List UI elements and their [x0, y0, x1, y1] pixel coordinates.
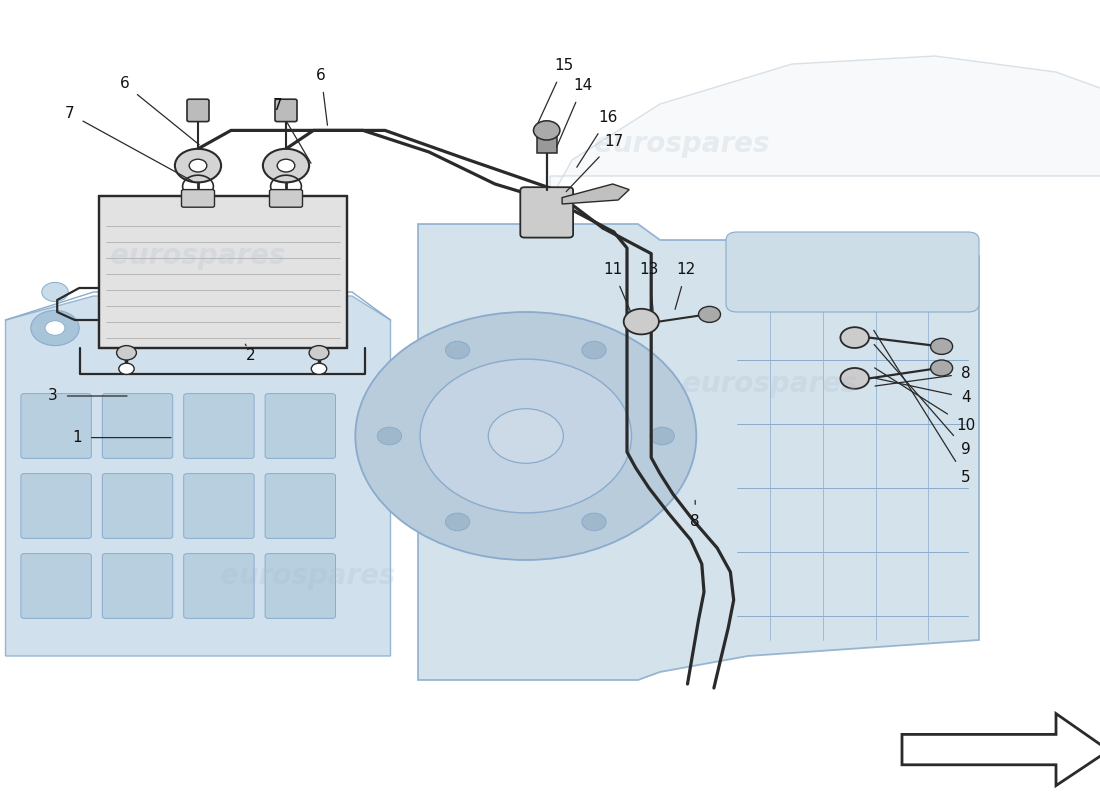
Circle shape	[311, 363, 327, 374]
Circle shape	[42, 282, 68, 302]
Circle shape	[488, 409, 563, 463]
FancyBboxPatch shape	[21, 474, 91, 538]
Polygon shape	[902, 714, 1100, 786]
FancyBboxPatch shape	[184, 554, 254, 618]
Circle shape	[355, 312, 696, 560]
Circle shape	[840, 368, 869, 389]
FancyBboxPatch shape	[187, 99, 209, 122]
Circle shape	[189, 310, 238, 346]
Circle shape	[420, 359, 631, 513]
FancyBboxPatch shape	[265, 474, 336, 538]
Circle shape	[377, 427, 402, 445]
FancyBboxPatch shape	[726, 232, 979, 312]
Text: 10: 10	[874, 368, 976, 433]
Circle shape	[263, 149, 309, 182]
Circle shape	[45, 321, 65, 335]
Circle shape	[446, 342, 470, 359]
Circle shape	[534, 121, 560, 140]
Polygon shape	[418, 224, 979, 680]
Text: 7: 7	[65, 106, 192, 181]
Text: 12: 12	[675, 262, 696, 310]
Polygon shape	[550, 56, 1100, 200]
Text: 8: 8	[691, 500, 700, 529]
Circle shape	[110, 310, 158, 346]
Text: 6: 6	[120, 77, 199, 145]
Text: 2: 2	[245, 344, 255, 363]
Circle shape	[283, 321, 302, 335]
Circle shape	[121, 282, 147, 302]
Text: eurospares: eurospares	[682, 370, 858, 398]
Circle shape	[117, 346, 136, 360]
Polygon shape	[562, 184, 629, 204]
FancyBboxPatch shape	[270, 190, 302, 207]
Text: 16: 16	[576, 110, 618, 167]
Text: 11: 11	[603, 262, 630, 311]
Circle shape	[582, 513, 606, 530]
Polygon shape	[6, 296, 390, 656]
Text: 15: 15	[538, 58, 574, 123]
Circle shape	[650, 427, 674, 445]
FancyBboxPatch shape	[102, 474, 173, 538]
Circle shape	[189, 159, 207, 172]
Circle shape	[31, 310, 79, 346]
Circle shape	[931, 338, 953, 354]
Circle shape	[200, 282, 227, 302]
Text: 4: 4	[874, 378, 970, 405]
FancyBboxPatch shape	[102, 394, 173, 458]
FancyBboxPatch shape	[275, 99, 297, 122]
Circle shape	[446, 513, 470, 530]
FancyBboxPatch shape	[184, 474, 254, 538]
FancyBboxPatch shape	[265, 554, 336, 618]
FancyBboxPatch shape	[265, 394, 336, 458]
FancyBboxPatch shape	[184, 394, 254, 458]
Text: 9: 9	[874, 345, 970, 457]
FancyBboxPatch shape	[21, 394, 91, 458]
Text: 1: 1	[73, 430, 170, 445]
Circle shape	[309, 346, 329, 360]
Text: 5: 5	[873, 330, 970, 485]
Circle shape	[582, 342, 606, 359]
Circle shape	[268, 310, 317, 346]
Circle shape	[204, 321, 223, 335]
Text: eurospares: eurospares	[110, 242, 286, 270]
FancyBboxPatch shape	[537, 134, 557, 153]
Text: 3: 3	[48, 389, 126, 403]
FancyBboxPatch shape	[520, 187, 573, 238]
Circle shape	[119, 363, 134, 374]
FancyBboxPatch shape	[102, 554, 173, 618]
Circle shape	[624, 309, 659, 334]
FancyBboxPatch shape	[182, 190, 214, 207]
Circle shape	[840, 327, 869, 348]
FancyBboxPatch shape	[21, 554, 91, 618]
Text: 8: 8	[876, 366, 970, 386]
Circle shape	[277, 159, 295, 172]
Text: eurospares: eurospares	[594, 130, 770, 158]
Text: 17: 17	[566, 134, 624, 191]
Circle shape	[698, 306, 720, 322]
Text: 7: 7	[273, 98, 311, 163]
Text: 13: 13	[639, 262, 659, 311]
Text: 6: 6	[317, 68, 328, 126]
Circle shape	[175, 149, 221, 182]
Text: 14: 14	[557, 78, 593, 147]
Polygon shape	[99, 196, 346, 348]
Circle shape	[931, 360, 953, 376]
Circle shape	[124, 321, 144, 335]
Text: eurospares: eurospares	[220, 562, 396, 590]
Circle shape	[279, 282, 306, 302]
